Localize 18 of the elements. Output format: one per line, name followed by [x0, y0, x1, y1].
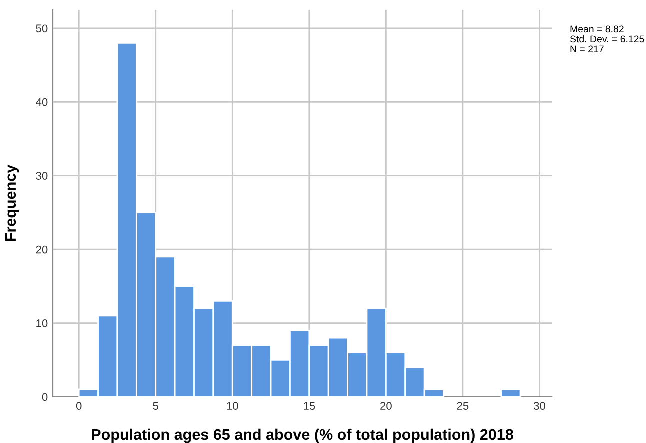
y-tick-label: 20	[36, 246, 48, 254]
x-tick-label: 25	[457, 402, 469, 410]
y-tick-label: 50	[36, 24, 48, 33]
y-tick-label: 10	[36, 320, 48, 328]
y-tick-label: 0	[42, 393, 48, 402]
y-tick-label: 40	[36, 98, 48, 106]
text: Std. Dev. = 6.125	[570, 35, 644, 43]
text: N = 217	[570, 46, 604, 53]
x-tick-label: 0	[76, 402, 82, 410]
x-axis-title: Population ages 65 and above (% of total population) 2018	[92, 428, 514, 443]
x-tick-label: 10	[227, 402, 238, 410]
y-axis-title: Frequency	[5, 164, 20, 242]
x-tick-label: 5	[153, 402, 158, 410]
x-tick-label: 15	[304, 402, 316, 410]
y-tick-label: 30	[36, 172, 48, 180]
x-tick-label: 30	[534, 402, 546, 410]
x-tick-label: 20	[380, 402, 392, 410]
text: Mean = 8.82	[570, 26, 624, 33]
